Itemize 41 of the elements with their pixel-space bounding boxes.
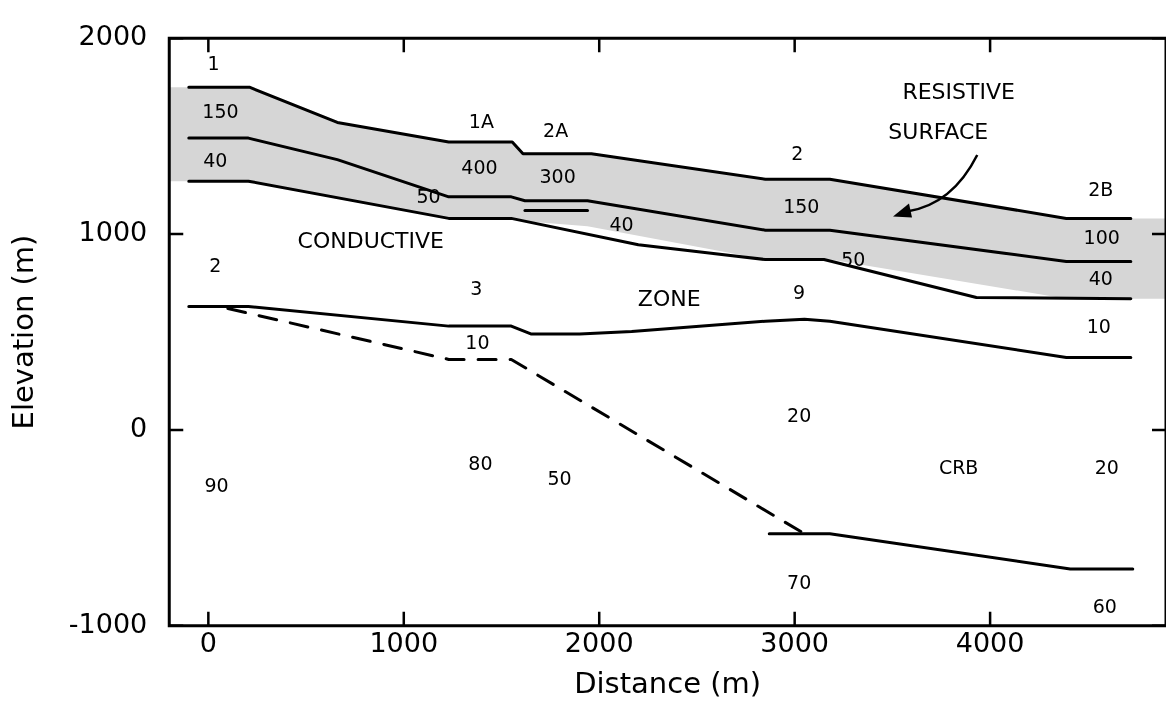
x-axis-title: Distance (m): [574, 666, 762, 701]
annotation: 9: [793, 280, 806, 303]
annotation: 70: [787, 570, 812, 593]
x-tick-label: 0: [199, 627, 217, 659]
annotation: 1A: [468, 110, 494, 133]
x-tick-label: 3000: [760, 627, 830, 659]
annotation: 20: [787, 403, 812, 426]
annotation: 3: [470, 277, 483, 300]
y-tick-label: 1000: [78, 216, 148, 248]
annotation: 10: [1086, 315, 1111, 338]
annotation: 100: [1083, 226, 1120, 249]
annotation: 2: [791, 142, 804, 165]
annotation: 40: [609, 212, 634, 235]
y-tick-label: 2000: [78, 20, 148, 52]
annotation: 60: [1092, 595, 1117, 618]
annotation: CONDUCTIVE: [297, 228, 444, 254]
annotation: SURFACE: [888, 119, 989, 145]
annotation: 1: [207, 51, 220, 74]
annotation: 150: [783, 195, 820, 218]
x-tick-label: 4000: [955, 627, 1025, 659]
y-tick-label: 0: [130, 411, 148, 443]
annotation: 40: [1088, 267, 1113, 290]
annotation: 300: [539, 164, 576, 187]
annotation: 2B: [1088, 177, 1114, 200]
annotation: CRB: [938, 455, 979, 478]
annotation: 2: [209, 253, 222, 276]
annotation: 150: [202, 99, 239, 122]
annotation: 40: [203, 149, 228, 172]
x-tick-label: 1000: [369, 627, 439, 659]
annotation: 50: [547, 467, 572, 490]
x-tick-label: 2000: [564, 627, 634, 659]
annotation: RESISTIVE: [902, 79, 1015, 105]
annotation: 400: [461, 156, 498, 179]
y-axis-title: Elevation (m): [5, 234, 40, 430]
y-tick-label: -1000: [68, 607, 148, 639]
annotation: ZONE: [637, 286, 701, 312]
annotation: 90: [204, 474, 229, 497]
annotation: 80: [468, 451, 493, 474]
annotation: 20: [1094, 455, 1119, 478]
annotation: 2A: [543, 118, 569, 141]
annotation: 10: [465, 330, 490, 353]
